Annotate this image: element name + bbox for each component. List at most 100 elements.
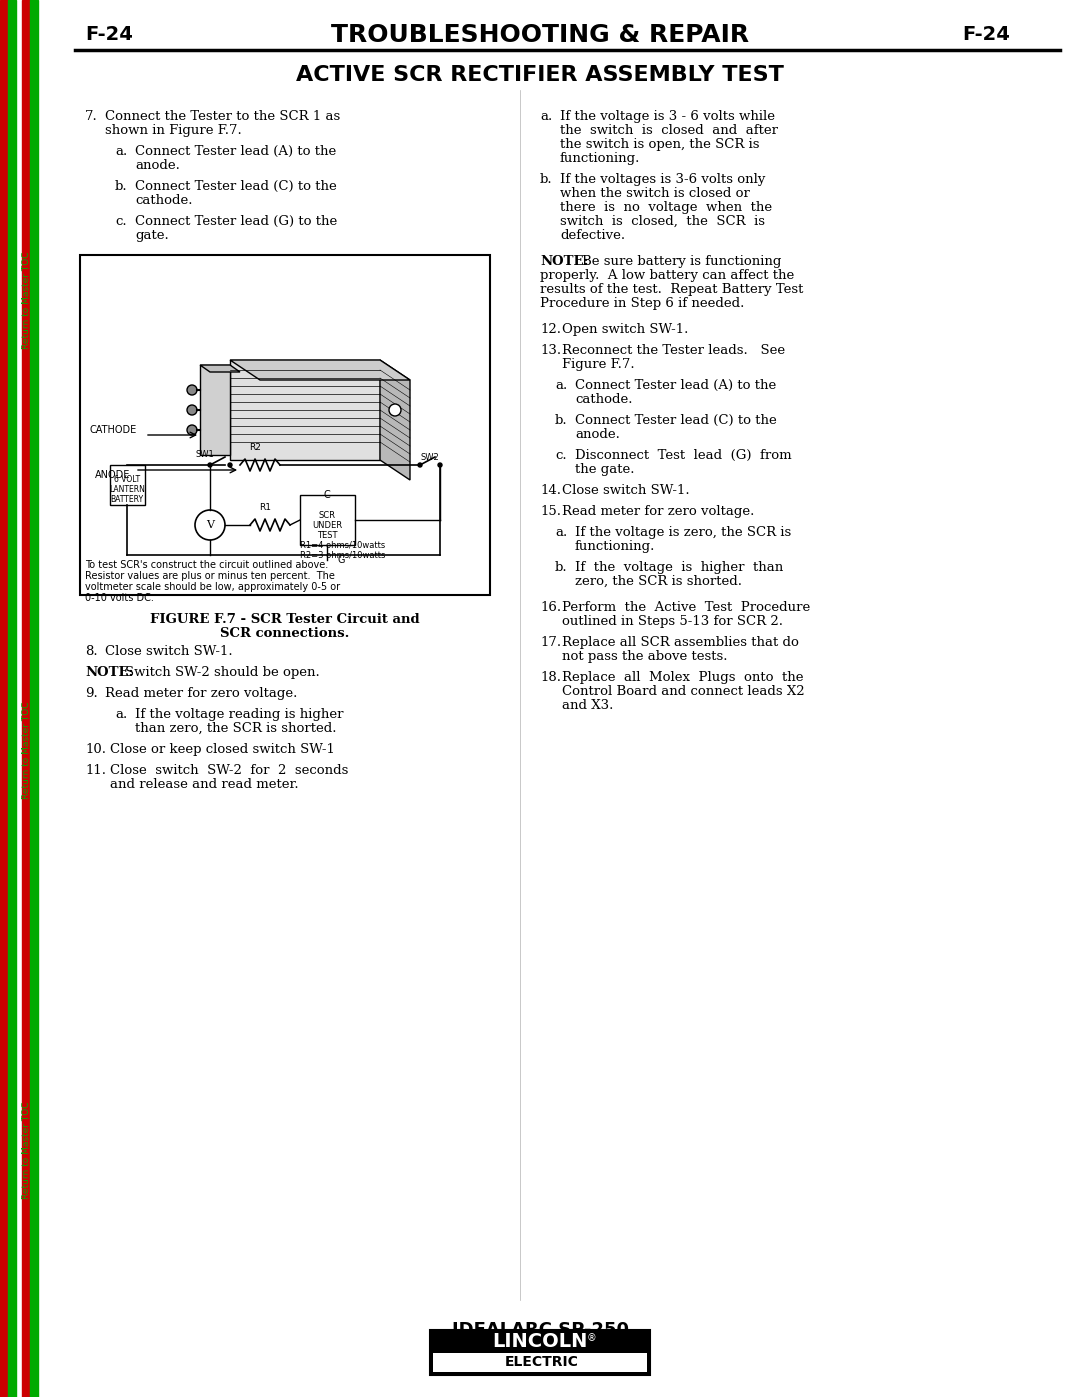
Text: 16.: 16. <box>540 601 562 615</box>
Text: If the voltage reading is higher: If the voltage reading is higher <box>135 708 343 721</box>
Text: functioning.: functioning. <box>561 152 640 165</box>
Text: cathode.: cathode. <box>575 393 633 407</box>
Text: F-24: F-24 <box>85 25 133 45</box>
Bar <box>200 365 230 455</box>
Polygon shape <box>200 365 240 372</box>
Bar <box>80 256 490 595</box>
Text: shown in Figure F.7.: shown in Figure F.7. <box>105 124 242 137</box>
Polygon shape <box>380 360 410 481</box>
Text: 7.: 7. <box>85 110 98 123</box>
Circle shape <box>187 425 197 434</box>
Text: voltmeter scale should be low, approximately 0-5 or: voltmeter scale should be low, approxima… <box>85 583 340 592</box>
Text: 18.: 18. <box>540 671 561 685</box>
Text: Return to Master TOC: Return to Master TOC <box>23 1101 31 1199</box>
Text: results of the test.  Repeat Battery Test: results of the test. Repeat Battery Test <box>540 284 804 296</box>
Text: FIGURE F.7 - SCR Tester Circuit and: FIGURE F.7 - SCR Tester Circuit and <box>150 613 420 626</box>
Bar <box>22 0 30 1397</box>
Text: Connect Tester lead (G) to the: Connect Tester lead (G) to the <box>135 215 337 228</box>
Circle shape <box>418 462 422 467</box>
Text: Resistor values are plus or minus ten percent.  The: Resistor values are plus or minus ten pe… <box>85 571 335 581</box>
Text: R2=3 ohms/10watts: R2=3 ohms/10watts <box>300 550 386 559</box>
Text: Control Board and connect leads X2: Control Board and connect leads X2 <box>562 685 805 698</box>
Text: Connect Tester lead (A) to the: Connect Tester lead (A) to the <box>575 379 777 393</box>
Polygon shape <box>230 360 410 380</box>
Text: Close or keep closed switch SW-1: Close or keep closed switch SW-1 <box>110 743 335 756</box>
Text: Connect the Tester to the SCR 1 as: Connect the Tester to the SCR 1 as <box>105 110 340 123</box>
Text: If the voltages is 3-6 volts only: If the voltages is 3-6 volts only <box>561 173 766 186</box>
Text: c.: c. <box>114 215 126 228</box>
Text: 11.: 11. <box>85 764 106 777</box>
Text: the  switch  is  closed  and  after: the switch is closed and after <box>561 124 778 137</box>
Text: G: G <box>337 555 345 564</box>
Text: To test SCR's construct the circuit outlined above.: To test SCR's construct the circuit outl… <box>85 560 328 570</box>
Bar <box>8 0 16 1397</box>
Text: Be sure battery is functioning: Be sure battery is functioning <box>582 256 781 268</box>
Text: outlined in Steps 5-13 for SCR 2.: outlined in Steps 5-13 for SCR 2. <box>562 615 783 629</box>
Text: SW2: SW2 <box>420 453 440 462</box>
Text: Replace  all  Molex  Plugs  onto  the: Replace all Molex Plugs onto the <box>562 671 804 685</box>
Bar <box>433 1354 647 1372</box>
Text: TEST: TEST <box>316 531 337 539</box>
Text: IDEALARC SP-250: IDEALARC SP-250 <box>451 1322 629 1338</box>
Text: If the voltage is 3 - 6 volts while: If the voltage is 3 - 6 volts while <box>561 110 775 123</box>
Text: b.: b. <box>555 414 568 427</box>
Circle shape <box>228 462 232 467</box>
Text: 12.: 12. <box>540 323 561 337</box>
Circle shape <box>438 462 442 467</box>
Text: Switch SW-2 should be open.: Switch SW-2 should be open. <box>125 666 320 679</box>
Text: ACTIVE SCR RECTIFIER ASSEMBLY TEST: ACTIVE SCR RECTIFIER ASSEMBLY TEST <box>296 66 784 85</box>
Text: 6 VOLT: 6 VOLT <box>113 475 140 485</box>
Bar <box>0 0 8 1397</box>
Text: Close switch SW-1.: Close switch SW-1. <box>562 483 690 497</box>
Text: 8.: 8. <box>85 645 97 658</box>
Text: Connect Tester lead (A) to the: Connect Tester lead (A) to the <box>135 145 336 158</box>
Text: Return to Section TOC: Return to Section TOC <box>1 250 11 351</box>
Text: 14.: 14. <box>540 483 561 497</box>
Text: functioning.: functioning. <box>575 541 656 553</box>
Text: R1: R1 <box>259 503 271 511</box>
Text: c.: c. <box>555 448 567 462</box>
Text: and X3.: and X3. <box>562 698 613 712</box>
Circle shape <box>389 404 401 416</box>
Text: anode.: anode. <box>135 159 180 172</box>
Text: Figure F.7.: Figure F.7. <box>562 358 635 372</box>
Text: ANODE: ANODE <box>95 469 131 481</box>
Text: Close switch SW-1.: Close switch SW-1. <box>105 645 232 658</box>
Circle shape <box>195 510 225 541</box>
Text: properly.  A low battery can affect the: properly. A low battery can affect the <box>540 270 794 282</box>
Text: 0-10 volts DC.: 0-10 volts DC. <box>85 592 153 604</box>
Text: Disconnect  Test  lead  (G)  from: Disconnect Test lead (G) from <box>575 448 792 462</box>
Text: CATHODE: CATHODE <box>90 425 137 434</box>
Text: 10.: 10. <box>85 743 106 756</box>
Text: C: C <box>324 490 330 500</box>
Text: LANTERN: LANTERN <box>109 486 145 495</box>
Bar <box>110 465 145 504</box>
Text: not pass the above tests.: not pass the above tests. <box>562 650 728 664</box>
Text: SW1: SW1 <box>195 450 214 460</box>
Text: there  is  no  voltage  when  the: there is no voltage when the <box>561 201 772 214</box>
Text: switch  is  closed,  the  SCR  is: switch is closed, the SCR is <box>561 215 765 228</box>
Text: and release and read meter.: and release and read meter. <box>110 778 299 791</box>
Text: Perform  the  Active  Test  Procedure: Perform the Active Test Procedure <box>562 601 810 615</box>
Bar <box>230 360 380 460</box>
Text: 17.: 17. <box>540 636 562 650</box>
Text: anode.: anode. <box>575 427 620 441</box>
Text: a.: a. <box>114 708 127 721</box>
Text: BATTERY: BATTERY <box>110 496 144 504</box>
Text: Connect Tester lead (C) to the: Connect Tester lead (C) to the <box>575 414 777 427</box>
Circle shape <box>208 462 212 467</box>
Text: Return to Master TOC: Return to Master TOC <box>23 701 31 799</box>
Text: Replace all SCR assemblies that do: Replace all SCR assemblies that do <box>562 636 799 650</box>
Text: a.: a. <box>555 527 567 539</box>
Text: If  the  voltage  is  higher  than: If the voltage is higher than <box>575 562 783 574</box>
Text: NOTE:: NOTE: <box>85 666 134 679</box>
Text: Return to Section TOC: Return to Section TOC <box>1 700 11 800</box>
Text: cathode.: cathode. <box>135 194 192 207</box>
Text: Return to Section TOC: Return to Section TOC <box>1 1099 11 1200</box>
Text: a.: a. <box>540 110 552 123</box>
Text: TROUBLESHOOTING & REPAIR: TROUBLESHOOTING & REPAIR <box>330 22 750 47</box>
Text: SCR: SCR <box>319 510 336 520</box>
Text: when the switch is closed or: when the switch is closed or <box>561 187 750 200</box>
Text: a.: a. <box>555 379 567 393</box>
Text: R1=4 ohms/10watts: R1=4 ohms/10watts <box>300 541 386 549</box>
